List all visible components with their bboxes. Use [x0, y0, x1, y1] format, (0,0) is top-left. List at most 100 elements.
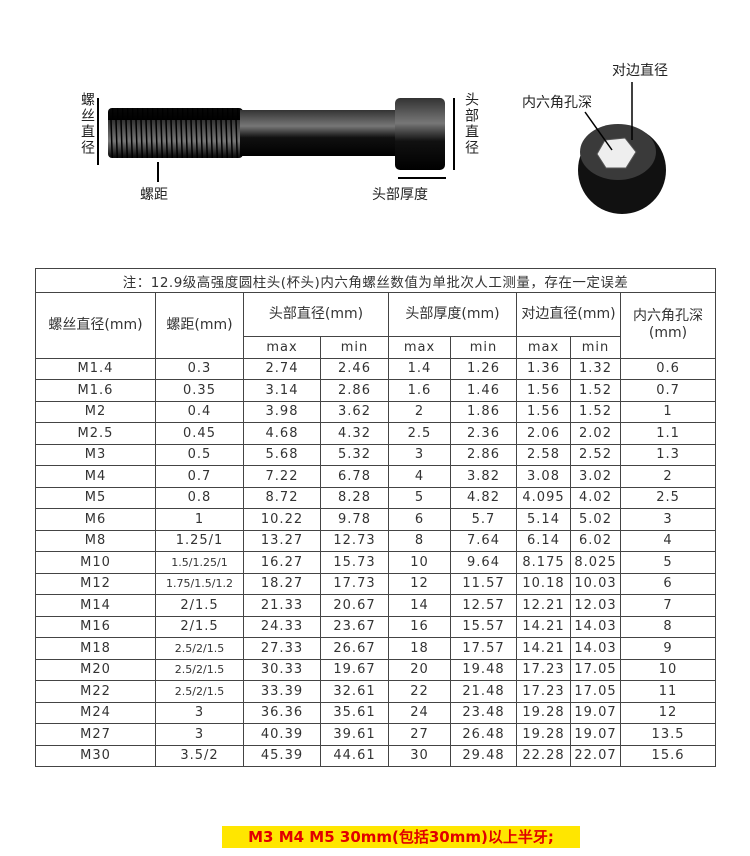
- table-cell: 27.33: [243, 637, 321, 660]
- table-row: M12 1.75/1.5/1.2 18.27 17.73 12 11.57 10.18 10.…: [35, 572, 717, 595]
- table-row: M27 3 40.39 39.61 27 26.48 19.28 19.07 13.5: [35, 723, 717, 746]
- table-cell: 10.22: [243, 508, 321, 531]
- table-cell: 15.73: [320, 551, 389, 574]
- table-cell: 12.21: [516, 594, 571, 617]
- label: 头部直径: [463, 92, 479, 156]
- label: 螺距: [140, 187, 168, 203]
- table-cell: 5: [619, 551, 717, 574]
- table-cell: 头部直径(mm): [243, 292, 389, 337]
- table-cell: 7.22: [243, 465, 321, 488]
- table-cell: 3.5/2: [155, 744, 244, 767]
- table-cell: 20.67: [320, 594, 389, 617]
- table-cell: 1.52: [570, 379, 621, 402]
- table-cell: 2.74: [243, 357, 321, 380]
- table-cell: 5.68: [243, 443, 321, 466]
- table-row: 螺丝直径(mm) 螺距(mm) 头部直径(mm) 头部厚度(mm) 对边直径(mm) 内六…: [35, 292, 717, 359]
- table-cell: M1.4: [35, 357, 156, 380]
- table-cell: 10.03: [570, 572, 621, 595]
- table-cell: 3.02: [570, 465, 621, 488]
- table-cell: 44.61: [320, 744, 389, 767]
- table-cell: 1.46: [450, 379, 517, 402]
- table-cell: 10: [619, 658, 717, 681]
- table-row: M14 2/1.5 21.33 20.67 14 12.57 12.21 12.03 7: [35, 594, 717, 617]
- table-cell: M8: [35, 529, 156, 552]
- table-cell: 14.03: [570, 637, 621, 660]
- table-cell: 9.64: [450, 551, 517, 574]
- table-row: M5 0.8 8.72 8.28 5 4.82 4.095 4.02 2.5: [35, 486, 717, 509]
- table-cell: 3.62: [320, 400, 389, 423]
- table-row: M1.6 0.35 3.14 2.86 1.6 1.46 1.56 1.52 0.7: [35, 379, 717, 402]
- bolt-shank: [240, 110, 398, 156]
- table-cell: 0.35: [155, 379, 244, 402]
- table-cell: 0.45: [155, 422, 244, 445]
- table-cell: 6.02: [570, 529, 621, 552]
- bolt-diagram: [97, 82, 666, 214]
- table-row: M20 2.5/2/1.5 30.33 19.67 20 19.48 17.23 17.05 1…: [35, 658, 717, 681]
- table-cell: 12: [619, 701, 717, 724]
- table-cell: M27: [35, 723, 156, 746]
- table-row: M16 2/1.5 24.33 23.67 16 15.57 14.21 14.03 8: [35, 615, 717, 638]
- table-cell: 1.32: [570, 357, 621, 380]
- table-cell: 12.57: [450, 594, 517, 617]
- table-cell: 36.36: [243, 701, 321, 724]
- table-cell: M5: [35, 486, 156, 509]
- table-cell: 2/1.5: [155, 594, 244, 617]
- table-cell: 1: [619, 400, 717, 423]
- footer-note: M3 M4 M5 30mm(包括30mm)以上半牙;: [222, 826, 580, 848]
- table-cell: 21.33: [243, 594, 321, 617]
- table-cell: 0.7: [619, 379, 717, 402]
- table-cell: 0.7: [155, 465, 244, 488]
- table-cell: 10.18: [516, 572, 571, 595]
- table-cell: 2.06: [516, 422, 571, 445]
- table-cell: M14: [35, 594, 156, 617]
- table-cell: 2.5/2/1.5: [155, 658, 244, 681]
- table-cell: 4: [388, 465, 451, 488]
- table-cell: M10: [35, 551, 156, 574]
- table-cell: 30.33: [243, 658, 321, 681]
- table-cell: 0.6: [619, 357, 717, 380]
- table-cell: 23.67: [320, 615, 389, 638]
- table-cell: 11: [619, 680, 717, 703]
- table-row: M2.5 0.45 4.68 4.32 2.5 2.36 2.06 2.02 1.1: [35, 422, 717, 445]
- table-cell: max: [243, 336, 321, 359]
- table-cell: 7.64: [450, 529, 517, 552]
- table-cell: 16.27: [243, 551, 321, 574]
- table-cell: 注：12.9级高强度圆柱头(杯头)内六角螺丝数值为单批次人工测量，存在一定误差: [34, 268, 717, 293]
- table-cell: 12.73: [320, 529, 389, 552]
- table-cell: 17.23: [516, 658, 571, 681]
- table-cell: 1.6: [388, 379, 451, 402]
- table-cell: 4.095: [516, 486, 571, 509]
- table-cell: 17.05: [570, 658, 621, 681]
- table-row: M10 1.5/1.25/1 16.27 15.73 10 9.64 8.175 8.025 5: [35, 551, 717, 574]
- table-cell: 1.1: [619, 422, 717, 445]
- table-cell: 1.52: [570, 400, 621, 423]
- table-cell: 0.5: [155, 443, 244, 466]
- table-cell: M4: [35, 465, 156, 488]
- table-cell: 3.82: [450, 465, 517, 488]
- table-cell: 17.73: [320, 572, 389, 595]
- table-cell: 12: [388, 572, 451, 595]
- table-cell: 2.5/2/1.5: [155, 680, 244, 703]
- table-cell: 0.3: [155, 357, 244, 380]
- table-cell: 2.5: [388, 422, 451, 445]
- table-cell: 3.98: [243, 400, 321, 423]
- table-cell: 4.68: [243, 422, 321, 445]
- table-cell: 3.08: [516, 465, 571, 488]
- table-cell: 2.5: [619, 486, 717, 509]
- table-cell: 5.7: [450, 508, 517, 531]
- table-cell: 10: [388, 551, 451, 574]
- table-cell: 18: [388, 637, 451, 660]
- table-cell: 23.48: [450, 701, 517, 724]
- table-cell: 8.025: [570, 551, 621, 574]
- table-cell: 5.02: [570, 508, 621, 531]
- bolt-thread: [108, 108, 243, 158]
- table-row: M1.4 0.3 2.74 2.46 1.4 1.26 1.36 1.32 0.6: [35, 357, 717, 380]
- table-cell: 11.57: [450, 572, 517, 595]
- table-cell: 2.02: [570, 422, 621, 445]
- table-cell: 32.61: [320, 680, 389, 703]
- table-cell: 6: [619, 572, 717, 595]
- table-cell: 8.28: [320, 486, 389, 509]
- table-cell: M6: [35, 508, 156, 531]
- table-cell: M2: [35, 400, 156, 423]
